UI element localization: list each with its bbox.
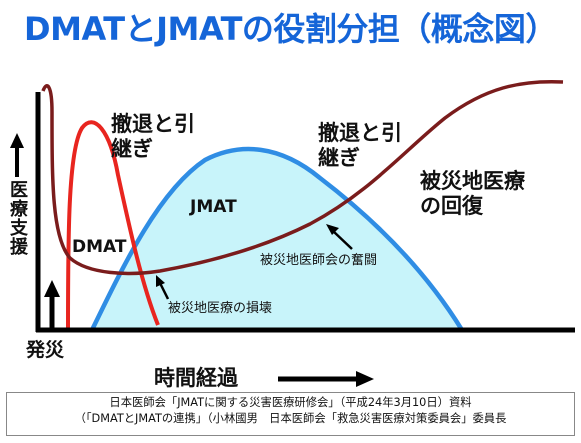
local-medical-curve	[41, 79, 564, 276]
recovery-label: 被災地医療 の回復	[420, 169, 525, 218]
source-caption: 日本医師会「JMATに関する災害医療研修会」（平成24年3月10日）資料 （「D…	[6, 392, 575, 436]
medical-assoc-effort-label: 被災地医師会の奮闘	[260, 253, 378, 268]
origin-arrow-icon	[44, 280, 60, 330]
local-damage-label: 被災地医療の損壊	[168, 301, 273, 316]
dmat-curve	[66, 120, 160, 333]
dmat-label: DMAT	[72, 237, 127, 257]
pointer-arrow-effort-icon	[326, 224, 353, 250]
origin-label: 発災	[26, 339, 65, 361]
time-arrow-icon	[278, 371, 374, 387]
pointer-arrow-damage-icon	[156, 275, 170, 300]
source-line-1: 日本医師会「JMATに関する災害医療研修会」（平成24年3月10日）資料	[109, 396, 472, 409]
handover-label-left: 撤退と引 継ぎ	[111, 112, 195, 161]
source-line-2: （「DMATとJMATの連携」（小林國男 日本医師会「救急災害医療対策委員会」委…	[74, 412, 507, 426]
up-arrow-icon	[10, 133, 24, 177]
y-axis-label: 医療支援	[10, 180, 28, 258]
handover-label-right: 撤退と引 継ぎ	[318, 121, 402, 170]
x-axis-label: 時間経過	[154, 366, 238, 390]
page-title: DMATとJMATの役割分担（概念図）	[24, 10, 557, 48]
jmat-label: JMAT	[190, 197, 237, 217]
